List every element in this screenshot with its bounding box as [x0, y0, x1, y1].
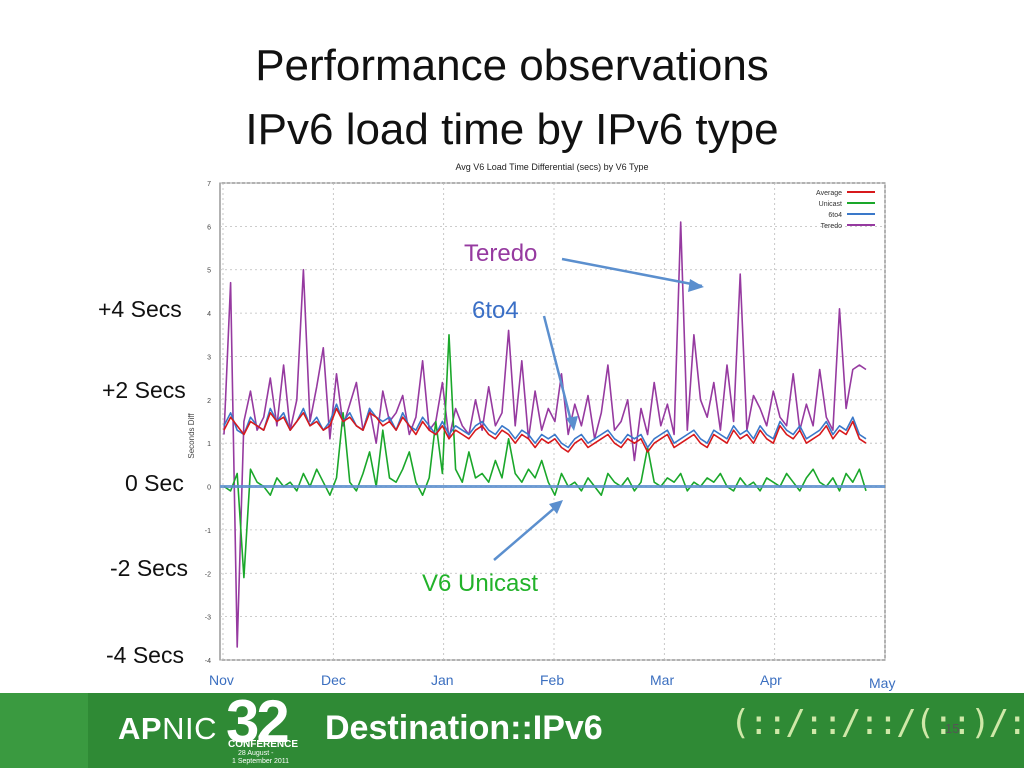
y-tick-label: 4	[207, 311, 211, 318]
teredo-arrowhead	[688, 279, 704, 292]
y-tick-label: -4	[205, 658, 211, 665]
side-label-zero: 0 Sec	[125, 470, 184, 496]
y-tick-label: 1	[207, 441, 211, 448]
conference-word: CONFERENCE	[228, 739, 299, 750]
page-number: 15	[945, 721, 960, 736]
sixto4-arrowhead	[566, 416, 578, 431]
logo-text-nic: NIC	[162, 711, 217, 746]
side-label-plus2: +2 Secs	[102, 377, 186, 403]
y-tick-label: -1	[205, 528, 211, 535]
chart-title: Avg V6 Load Time Differential (secs) by …	[455, 162, 648, 172]
y-tick-label: 7	[207, 181, 211, 188]
legend-label: Teredo	[821, 223, 843, 230]
side-label-minus2: -2 Secs	[110, 555, 188, 581]
logo-text-ap: AP	[118, 711, 163, 746]
y-tick-label: -2	[205, 571, 211, 578]
month-label-jan: Jan	[431, 672, 454, 688]
month-label-apr: Apr	[760, 672, 782, 688]
side-label-minus4: -4 Secs	[106, 642, 184, 668]
footer-tagline: Destination::IPv6	[325, 709, 603, 747]
side-label-plus4: +4 Secs	[98, 296, 182, 322]
series-line-unicast	[223, 333, 867, 579]
y-tick-label: -3	[205, 615, 211, 622]
y-tick-label: 5	[207, 268, 211, 275]
series-line-teredo	[223, 221, 867, 648]
ipv6-decoration: (::/::/::/(::)/::/::)	[730, 703, 1024, 743]
month-label-dec: Dec	[321, 672, 346, 688]
slide-title-line1: Performance observations	[255, 41, 769, 90]
series-line-average	[223, 407, 867, 453]
slide-title-line2: IPv6 load time by IPv6 type	[245, 105, 779, 154]
callout-teredo: Teredo	[464, 240, 538, 267]
unicast-arrowhead	[549, 500, 563, 514]
conference-date-end: 1 September 2011	[232, 758, 290, 765]
month-label-mar: Mar	[650, 672, 675, 688]
plot-area	[219, 182, 886, 661]
series-line-6to4	[223, 403, 867, 449]
legend-label: 6to4	[828, 212, 842, 219]
sixto4-arrow	[542, 315, 574, 426]
month-label-nov: Nov	[209, 672, 234, 688]
teredo-arrow	[561, 257, 703, 288]
y-axis-label: Seconds Diff	[187, 413, 196, 459]
legend-label: Unicast	[819, 201, 842, 208]
month-label-feb: Feb	[540, 672, 565, 688]
y-tick-label: 3	[207, 354, 211, 361]
footer-banner: APNIC 32 CONFERENCE 28 August - 1 Septem…	[0, 693, 1024, 768]
unicast-arrow	[493, 504, 559, 561]
apnic-logo: APNIC	[118, 711, 217, 747]
month-label-may: May	[869, 675, 896, 691]
conference-number: 32	[226, 693, 290, 755]
footer-photo-area	[0, 693, 88, 768]
conference-date-start: 28 August -	[238, 750, 274, 757]
y-tick-label: 0	[207, 485, 211, 492]
y-tick-label: 2	[207, 398, 211, 405]
y-tick-label: 6	[207, 224, 211, 231]
callout-unicast: V6 Unicast	[422, 570, 539, 597]
legend-label: Average	[816, 190, 842, 197]
callout-6to4: 6to4	[472, 297, 519, 324]
